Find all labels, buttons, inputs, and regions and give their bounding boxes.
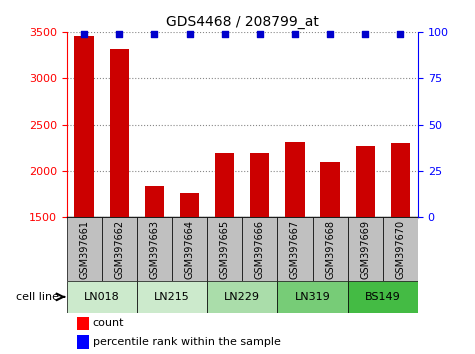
Point bbox=[115, 31, 123, 36]
Bar bbox=[137, 281, 207, 313]
Bar bbox=[66, 217, 102, 281]
Text: LN018: LN018 bbox=[84, 292, 120, 302]
Bar bbox=[250, 153, 269, 217]
Bar bbox=[137, 217, 172, 281]
Bar bbox=[77, 335, 89, 349]
Point bbox=[221, 31, 228, 36]
Text: count: count bbox=[93, 318, 124, 328]
Point bbox=[361, 31, 369, 36]
Bar bbox=[77, 316, 89, 330]
Bar bbox=[313, 217, 348, 281]
Text: BS149: BS149 bbox=[365, 292, 401, 302]
Text: GSM397662: GSM397662 bbox=[114, 219, 124, 279]
Title: GDS4468 / 208799_at: GDS4468 / 208799_at bbox=[166, 16, 319, 29]
Text: GSM397661: GSM397661 bbox=[79, 219, 89, 279]
Text: GSM397663: GSM397663 bbox=[149, 219, 160, 279]
Bar bbox=[145, 186, 164, 217]
Text: LN215: LN215 bbox=[154, 292, 190, 302]
Point bbox=[186, 31, 193, 36]
Bar bbox=[66, 281, 137, 313]
Text: percentile rank within the sample: percentile rank within the sample bbox=[93, 337, 281, 347]
Point bbox=[256, 31, 264, 36]
Bar bbox=[356, 146, 375, 217]
Bar bbox=[242, 217, 277, 281]
Bar bbox=[383, 217, 418, 281]
Bar bbox=[172, 217, 207, 281]
Text: GSM397667: GSM397667 bbox=[290, 219, 300, 279]
Bar bbox=[215, 153, 234, 217]
Bar bbox=[102, 217, 137, 281]
Point bbox=[291, 31, 299, 36]
Bar bbox=[348, 281, 418, 313]
Text: GSM397669: GSM397669 bbox=[360, 219, 370, 279]
Bar bbox=[207, 217, 242, 281]
Point bbox=[326, 31, 334, 36]
Text: GSM397670: GSM397670 bbox=[395, 219, 406, 279]
Bar bbox=[207, 281, 277, 313]
Point bbox=[80, 31, 88, 36]
Text: GSM397665: GSM397665 bbox=[219, 219, 230, 279]
Bar bbox=[110, 48, 129, 217]
Text: LN229: LN229 bbox=[224, 292, 260, 302]
Bar bbox=[391, 143, 410, 217]
Text: GSM397664: GSM397664 bbox=[184, 219, 195, 279]
Bar bbox=[285, 142, 304, 217]
Bar bbox=[321, 162, 340, 217]
Text: GSM397668: GSM397668 bbox=[325, 219, 335, 279]
Point bbox=[151, 31, 158, 36]
Bar bbox=[348, 217, 383, 281]
Bar bbox=[75, 35, 94, 217]
Text: LN319: LN319 bbox=[294, 292, 331, 302]
Text: cell line: cell line bbox=[17, 292, 59, 302]
Bar bbox=[180, 193, 199, 217]
Bar bbox=[277, 281, 348, 313]
Bar bbox=[277, 217, 313, 281]
Text: GSM397666: GSM397666 bbox=[255, 219, 265, 279]
Point bbox=[397, 31, 404, 36]
